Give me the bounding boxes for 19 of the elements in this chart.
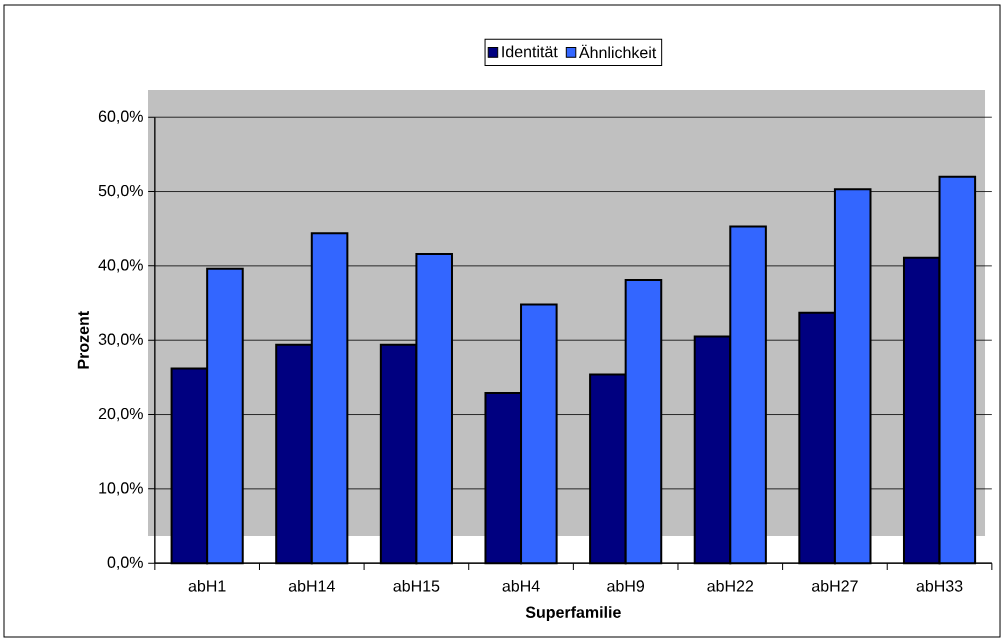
x-tick-label: abH14 bbox=[288, 579, 335, 592]
x-tick-label: abH4 bbox=[502, 579, 540, 592]
legend-label: Ähnlichkeit bbox=[578, 44, 657, 59]
y-tick-label: 60,0% bbox=[98, 110, 143, 124]
x-tick-label: abH1 bbox=[188, 579, 226, 592]
y-tick-label: 50,0% bbox=[98, 184, 143, 199]
x-tick-label: abH22 bbox=[707, 579, 754, 592]
y-tick-label: 0,0% bbox=[107, 556, 143, 570]
x-tick-label: abH27 bbox=[812, 579, 858, 592]
y-tick-label: 10,0% bbox=[99, 482, 143, 496]
x-tick-label: abH9 bbox=[607, 579, 645, 592]
y-tick-label: 20,0% bbox=[98, 407, 143, 422]
y-axis-title: Prozent bbox=[77, 311, 89, 369]
x-tick-label: abH15 bbox=[393, 579, 440, 592]
x-tick-label: abH33 bbox=[916, 579, 963, 592]
legend-label: Identität bbox=[502, 45, 558, 58]
y-tick-label: 40,0% bbox=[98, 259, 143, 273]
x-axis-title: Superfamilie bbox=[525, 606, 621, 622]
y-tick-label: 30,0% bbox=[98, 333, 143, 347]
